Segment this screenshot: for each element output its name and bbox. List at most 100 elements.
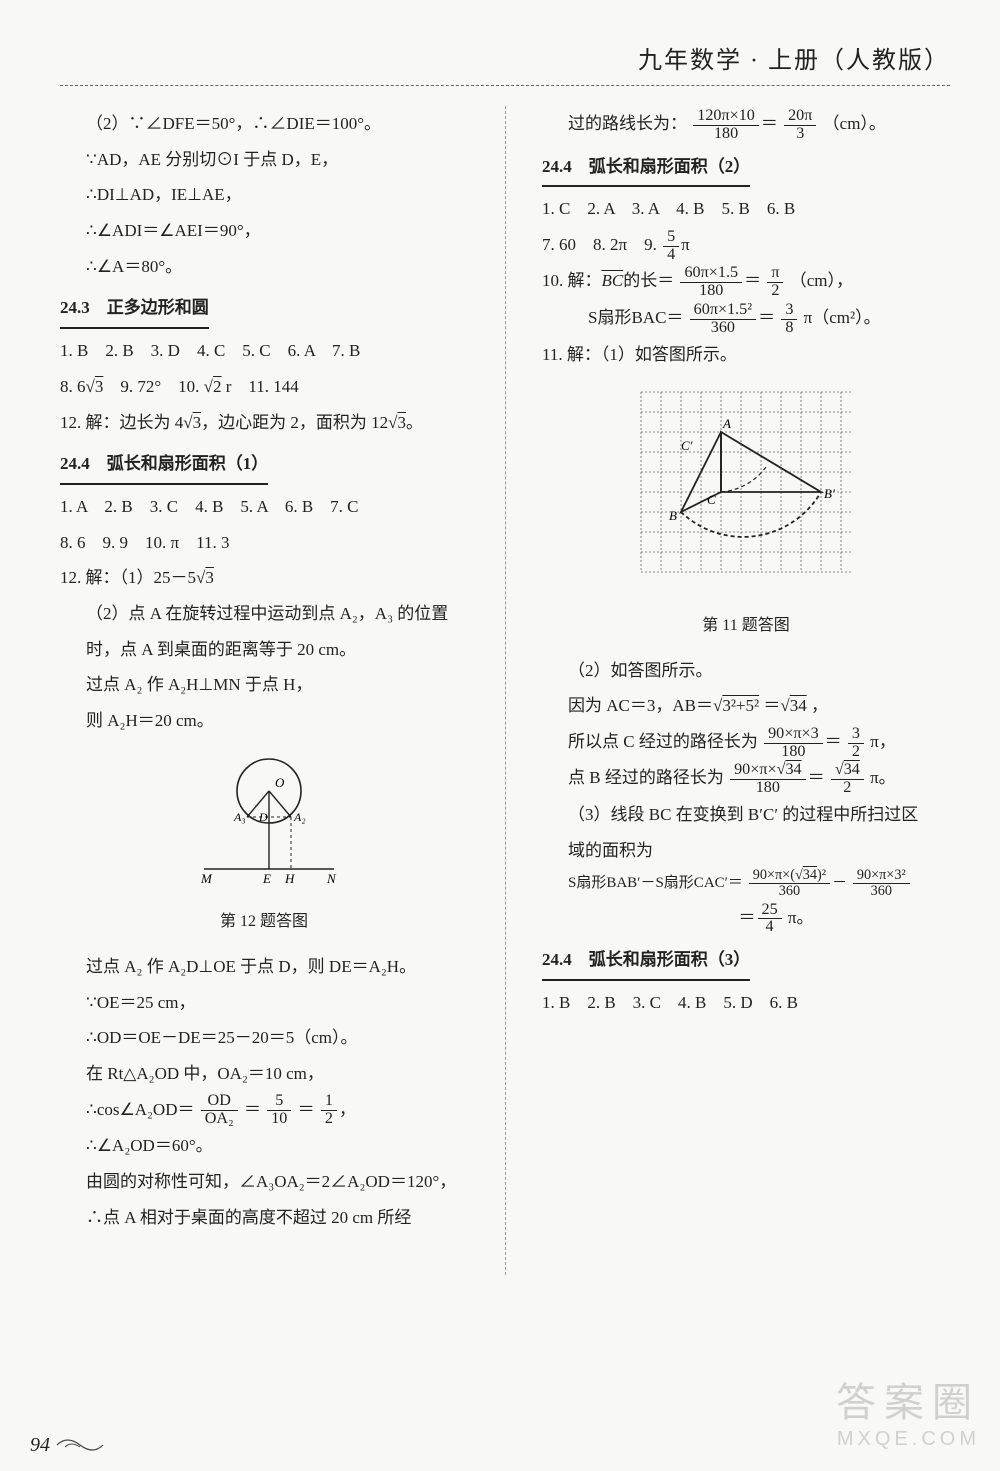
watermark-url: MXQE.COM [836, 1428, 980, 1451]
frac-num: 90×π×3 [764, 726, 823, 744]
watermark-text: 答案圈 [836, 1370, 980, 1428]
content-columns: （2）∵∠DFE＝50°，∴∠DIE＝100°。 ∵AD，AE 分别切⊙I 于点… [60, 106, 950, 1235]
section-title: 24.4 弧长和扇形面积（2） [542, 149, 750, 188]
line: S扇形BAB′－S扇形CAC′＝ 90×π×(√34)²360－ 90×π×3²… [542, 868, 950, 900]
frac-num: π [767, 265, 783, 283]
line: 12. 解：边长为 4√3，边心距为 2，面积为 12√3。 [60, 405, 468, 441]
frac-den: 360 [690, 320, 756, 337]
text: 7. 60 8. 2π 9. [542, 235, 661, 254]
text: π（cm²）。 [804, 308, 881, 327]
line: S扇形BAC＝ 60π×1.5²360＝ 38 π（cm²）。 [542, 300, 950, 337]
line: （3）线段 BC 在变换到 B′C′ 的过程中所扫过区 [542, 797, 950, 833]
frac-den: 2 [321, 1111, 337, 1128]
frac-num: 25 [758, 902, 782, 920]
svg-text:O: O [275, 775, 285, 790]
line: 过点 A₂ 作 A₂D⊥OE 于点 D，则 DE＝A₂H。 [60, 949, 468, 985]
text: 12. 解：（1）25－5 [60, 568, 196, 587]
sqrt: 3 [205, 568, 214, 587]
answer-row: 1. C 2. A 3. A 4. B 5. B 6. B [542, 191, 950, 227]
line: ∵AD，AE 分别切⊙I 于点 D，E， [60, 142, 468, 178]
svg-text:H: H [284, 871, 295, 886]
line: ∵OE＝25 cm， [60, 985, 468, 1021]
line: 则 A₂H＝20 cm。 [60, 703, 468, 739]
line: （2）如答图所示。 [542, 653, 950, 689]
line: 点 B 经过的路径长为 90×π×√34180＝ √342 π。 [542, 760, 950, 797]
left-column: （2）∵∠DFE＝50°，∴∠DIE＝100°。 ∵AD，AE 分别切⊙I 于点… [60, 106, 468, 1235]
frac-den: 2 [767, 283, 783, 300]
frac-num: 60π×1.5² [690, 302, 756, 320]
frac-num: 3 [781, 302, 797, 320]
frac-num: 90×π×3² [853, 868, 910, 884]
frac-den: 2 [848, 744, 864, 761]
text: ∴cos∠A₂OD＝ [86, 1100, 194, 1119]
sqrt: 2 [213, 377, 222, 396]
right-column: 过的路线长为： 120π×10180＝ 20π3 （cm）。 24.4 弧长和扇… [542, 106, 950, 1235]
frac-num: 3 [848, 726, 864, 744]
line: ∴cos∠A₂OD＝ ODOA₂ ＝ 510 ＝ 12， [60, 1092, 468, 1129]
line: ∴∠A＝80°。 [60, 249, 468, 285]
sqrt: 3 [397, 413, 406, 432]
frac-den: 8 [781, 320, 797, 337]
sqrt: 34 [790, 696, 807, 715]
answer-row: 1. B 2. B 3. D 4. C 5. C 6. A 7. B [60, 333, 468, 369]
line: 时，点 A 到桌面的距离等于 20 cm。 [60, 632, 468, 668]
line: 10. 解：BC的长＝ 60π×1.5180＝ π2 （cm）， [542, 263, 950, 300]
frac-den: 180 [680, 283, 742, 300]
figure-12: O A₃ D A₂ M E H N 第 12 题答图 [60, 749, 468, 939]
svg-text:N: N [326, 871, 337, 886]
text: （cm）。 [823, 114, 886, 133]
line: （2）∵∠DFE＝50°，∴∠DIE＝100°。 [60, 106, 468, 142]
frac-den: 2 [831, 780, 864, 797]
svg-text:C′: C′ [681, 438, 693, 453]
line: 12. 解：（1）25－5√3 [60, 560, 468, 596]
page-header: 九年数学 · 上册（人教版） [60, 40, 950, 86]
text: ＝ [763, 696, 780, 715]
line: ∴DI⊥AD，IE⊥AE， [60, 177, 468, 213]
frac-num: 5 [663, 229, 679, 247]
frac-num: OD [201, 1093, 238, 1111]
text: ，边心距为 2，面积为 12 [201, 413, 388, 432]
line: 过点 A₂ 作 A₂H⊥MN 于点 H， [60, 667, 468, 703]
answer-row: 7. 60 8. 2π 9. 54π [542, 227, 950, 264]
text: 9. 72° 10. [103, 377, 203, 396]
figure-caption: 第 11 题答图 [542, 609, 950, 643]
frac-den: 4 [663, 247, 679, 264]
frac-den: 360 [749, 884, 830, 899]
text: ＝ [244, 1100, 261, 1119]
text: 12. 解：边长为 4 [60, 413, 183, 432]
line: ∴∠A₂OD＝60°。 [60, 1128, 468, 1164]
answer-row: 1. B 2. B 3. C 4. B 5. D 6. B [542, 985, 950, 1021]
line: ＝254 π。 [542, 900, 950, 937]
frac-num: √34 [831, 762, 864, 780]
frac-den: 10 [267, 1111, 291, 1128]
text: 点 B 经过的路径长为 [568, 768, 724, 787]
frac-den: 180 [730, 780, 806, 797]
figure-caption: 第 12 题答图 [60, 905, 468, 939]
line: 域的面积为 [542, 833, 950, 869]
text: 的长＝ [623, 271, 674, 290]
text: π， [870, 732, 896, 751]
text: （cm）， [790, 271, 853, 290]
frac-num: 60π×1.5 [680, 265, 742, 283]
text: 因为 AC＝3，AB＝ [568, 696, 713, 715]
text: r 11. 144 [222, 377, 299, 396]
text: 8. 6 [60, 377, 86, 396]
page-number: 94 [30, 1433, 105, 1457]
line: ∴点 A 相对于桌面的高度不超过 20 cm 所经 [60, 1200, 468, 1236]
frac-den: 4 [758, 919, 782, 936]
svg-text:A₂: A₂ [293, 810, 306, 824]
svg-text:A: A [722, 416, 731, 431]
frac-num: 120π×10 [693, 108, 759, 126]
section-title: 24.4 弧长和扇形面积（3） [542, 942, 750, 981]
section-title: 24.3 正多边形和圆 [60, 290, 209, 329]
frac-num: 90×π×√34 [730, 762, 806, 780]
frac-den: 180 [693, 126, 759, 143]
svg-text:E: E [262, 871, 271, 886]
line: ∴OD＝OE－DE＝25－20＝5（cm）。 [60, 1020, 468, 1056]
line: 所以点 C 经过的路径长为 90×π×3180＝ 32 π， [542, 724, 950, 761]
section-title: 24.4 弧长和扇形面积（1） [60, 446, 268, 485]
watermark: 答案圈 MXQE.COM [836, 1370, 980, 1451]
line: 11. 解：（1）如答图所示。 [542, 337, 950, 373]
frac-num: 5 [267, 1093, 291, 1111]
text: ＝ [298, 1100, 315, 1119]
